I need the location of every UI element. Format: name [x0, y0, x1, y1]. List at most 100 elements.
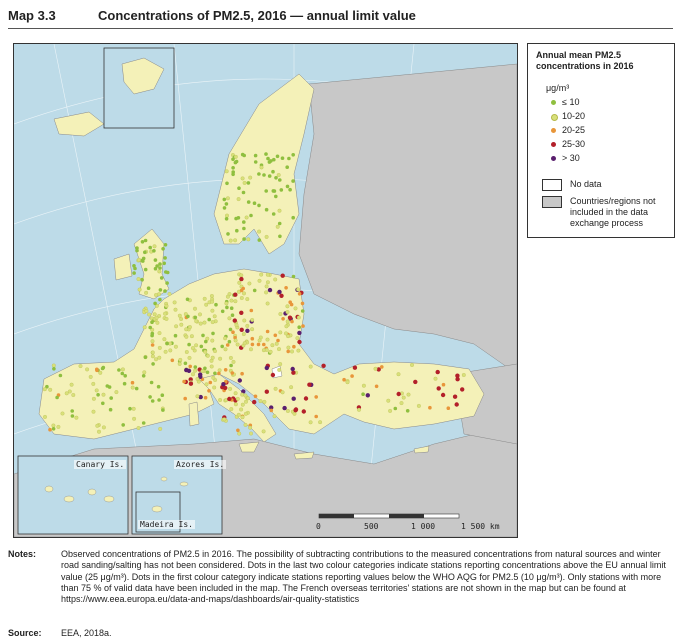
station-dot	[269, 408, 274, 413]
station-dot	[130, 385, 135, 390]
station-dot	[257, 203, 261, 208]
station-dot	[48, 387, 53, 392]
station-dot	[277, 347, 281, 352]
station-dot	[98, 370, 103, 375]
station-dot	[236, 412, 241, 417]
station-dot	[229, 298, 234, 303]
station-dot	[165, 270, 170, 275]
scale-tick-500: 500	[364, 522, 379, 531]
station-dot	[210, 355, 215, 360]
station-dot	[205, 370, 210, 375]
station-dot	[297, 325, 302, 330]
station-dot	[120, 367, 125, 372]
station-dot	[374, 384, 379, 389]
station-dot	[284, 331, 288, 336]
notes-text: Observed concentrations of PM2.5 in 2016…	[61, 549, 666, 605]
station-dot	[96, 393, 100, 397]
station-dot	[236, 197, 241, 202]
station-dot	[157, 345, 162, 350]
legend-unit: μg/m³	[546, 83, 570, 93]
station-dot	[233, 154, 238, 159]
station-dot	[218, 356, 223, 361]
station-dot	[229, 407, 234, 412]
station-dot	[58, 373, 63, 378]
station-dot	[137, 257, 141, 262]
map-number: Map 3.3	[8, 8, 56, 23]
station-dot	[213, 371, 217, 376]
station-dot	[293, 408, 298, 413]
station-dot	[198, 312, 202, 317]
station-dot	[240, 176, 245, 181]
station-dot	[148, 245, 152, 250]
station-dot	[245, 323, 250, 328]
station-dot	[242, 153, 246, 158]
station-dot	[229, 306, 234, 311]
station-dot	[288, 300, 293, 305]
station-dot	[207, 317, 211, 322]
station-dot	[256, 342, 261, 347]
station-dot	[350, 374, 354, 378]
station-dot	[173, 307, 178, 312]
station-dot	[275, 224, 280, 229]
station-dot	[253, 153, 258, 158]
station-dot	[308, 364, 313, 369]
station-dot	[287, 156, 291, 161]
station-dot	[194, 319, 199, 324]
station-dot	[243, 411, 248, 416]
station-dot	[70, 414, 75, 418]
scale-tick-0: 0	[316, 522, 321, 531]
station-dot	[307, 382, 312, 387]
station-dot	[239, 310, 244, 315]
station-dot	[274, 176, 278, 180]
source-text: EEA, 2018a.	[61, 628, 112, 638]
station-dot	[151, 362, 155, 366]
station-dot	[257, 172, 261, 176]
station-dot	[266, 156, 270, 161]
station-dot	[186, 314, 190, 319]
station-dot	[184, 334, 189, 339]
station-dot	[224, 301, 229, 306]
station-dot	[246, 237, 251, 242]
station-dot	[189, 334, 194, 339]
map-title: Concentrations of PM2.5, 2016 — annual l…	[98, 8, 416, 23]
station-dot	[399, 401, 404, 406]
station-dot	[249, 308, 254, 313]
station-dot	[91, 409, 96, 414]
station-dot	[278, 312, 283, 316]
station-dot	[85, 367, 90, 372]
station-dot	[235, 396, 240, 401]
station-dot	[234, 159, 239, 164]
station-dot	[264, 290, 269, 295]
station-dot	[272, 414, 277, 419]
station-dot	[244, 399, 248, 404]
station-dot	[250, 327, 255, 332]
station-dot	[117, 368, 121, 372]
station-dot	[128, 406, 132, 411]
station-dot	[318, 420, 323, 425]
station-dot	[165, 281, 169, 285]
station-dot	[281, 317, 285, 321]
station-dot	[278, 234, 282, 239]
station-dot	[225, 294, 230, 299]
station-dot	[142, 325, 147, 330]
station-dot	[396, 391, 401, 397]
station-dot	[193, 368, 198, 373]
station-dot	[234, 323, 239, 328]
station-dot	[314, 414, 319, 419]
station-dot	[264, 347, 269, 352]
station-dot	[297, 292, 302, 296]
station-dot	[265, 337, 270, 342]
station-dot	[428, 405, 432, 410]
station-dot	[276, 338, 280, 343]
station-dot	[164, 316, 169, 321]
station-dot	[435, 369, 440, 375]
station-dot	[55, 395, 59, 400]
station-dot	[220, 344, 224, 349]
station-dot	[132, 416, 137, 421]
station-dot	[273, 277, 278, 282]
station-dot	[278, 330, 283, 335]
station-dot	[226, 232, 230, 236]
station-dot	[227, 339, 232, 344]
station-dot	[222, 197, 227, 202]
station-dot	[301, 409, 306, 414]
